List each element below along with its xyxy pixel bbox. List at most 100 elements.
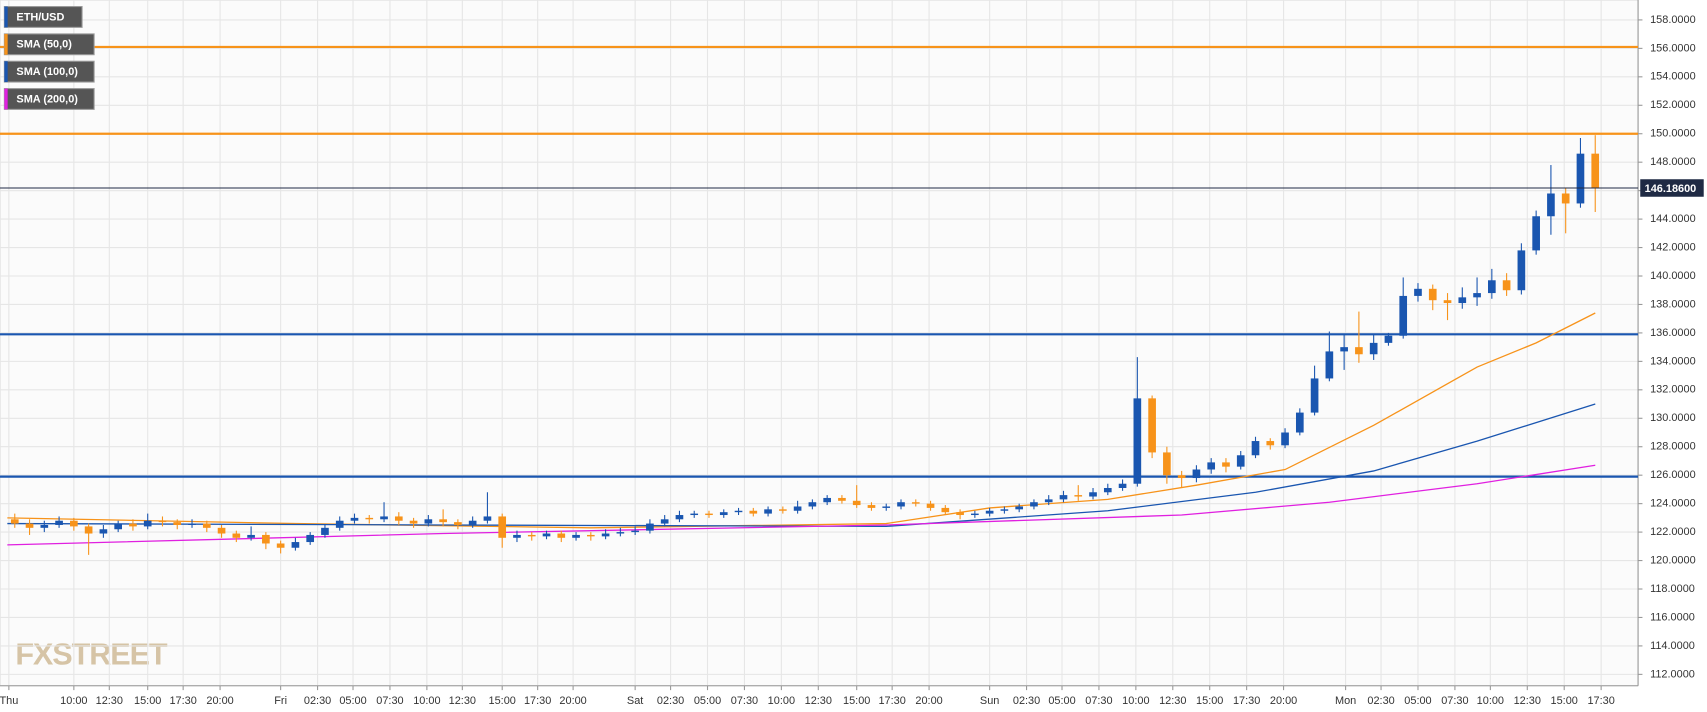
last-price-label: 146.18600 <box>1645 183 1697 195</box>
candle-body <box>10 519 19 524</box>
x-tick-label: 12:30 <box>1514 695 1541 707</box>
candle-body <box>1118 483 1127 488</box>
candle-body <box>40 524 49 528</box>
candle-body <box>1340 347 1348 352</box>
x-tick-label: 12:30 <box>449 695 476 707</box>
sma-line <box>7 464 1596 546</box>
candle-body <box>705 513 713 516</box>
candle-body <box>779 509 787 511</box>
x-tick-label: Thu <box>0 695 18 707</box>
candle-body <box>173 522 182 525</box>
candle-body <box>55 520 63 525</box>
candle-body <box>838 497 846 501</box>
candle-body <box>867 505 876 508</box>
candle-body <box>1177 475 1186 479</box>
candle-body <box>1428 288 1437 301</box>
candle-body <box>941 507 950 513</box>
candle-body <box>1414 288 1422 296</box>
y-tick-label: 114.0000 <box>1650 640 1695 652</box>
x-tick-label: 17:30 <box>169 695 196 707</box>
candle-body <box>1103 487 1112 493</box>
candle-body <box>1030 502 1038 507</box>
candle-body <box>572 534 580 538</box>
candle-body <box>335 520 344 528</box>
candle-body <box>1399 295 1408 336</box>
candle-body <box>1458 297 1467 304</box>
candle-body <box>985 510 994 514</box>
candle-body <box>1295 412 1304 433</box>
legend: ETH/USD SMA (50,0) SMA (100,0) SMA (200,0) <box>3 6 95 110</box>
legend-label: SMA (50,0) <box>16 39 72 51</box>
candle-body <box>232 533 241 538</box>
candle-body <box>1325 351 1334 379</box>
y-tick-label: 144.0000 <box>1650 213 1696 225</box>
x-tick-label: 12:30 <box>1159 695 1186 707</box>
candle-body <box>926 503 935 508</box>
y-tick-label: 140.0000 <box>1650 270 1696 282</box>
x-tick-label: Sat <box>627 695 643 707</box>
candle-body <box>1369 342 1378 355</box>
x-tick-label: 20:00 <box>915 695 942 707</box>
candle-body <box>365 517 374 520</box>
candle-body <box>188 523 196 525</box>
candle-body <box>1488 280 1496 294</box>
x-tick-label: 15:00 <box>1551 695 1578 707</box>
x-tick-label: 07:30 <box>376 695 403 707</box>
x-tick-label: 02:30 <box>1367 695 1394 707</box>
candle-body <box>498 516 507 538</box>
candle-body <box>1044 499 1053 503</box>
sma-line <box>7 312 1596 529</box>
candle-body <box>129 523 137 527</box>
x-tick-label: 12:30 <box>805 695 832 707</box>
y-tick-label: 116.0000 <box>1650 611 1695 623</box>
candle-body <box>646 523 654 531</box>
candle-body <box>631 530 639 533</box>
x-tick-label: 05:00 <box>694 695 721 707</box>
legend-label: SMA (100,0) <box>16 66 78 78</box>
candle-body <box>971 513 979 516</box>
candle-body <box>1502 280 1511 291</box>
x-tick-label: 07:30 <box>1085 695 1112 707</box>
candle-body <box>1015 506 1024 510</box>
x-tick-label: 05:00 <box>339 695 366 707</box>
candle-body <box>439 519 447 523</box>
y-tick-label: 148.0000 <box>1650 156 1696 168</box>
candle-body <box>1281 432 1289 446</box>
candle-body <box>394 516 403 521</box>
y-tick-label: 142.0000 <box>1650 241 1696 253</box>
candle-body <box>424 519 433 524</box>
x-tick-label: 05:00 <box>1048 695 1075 707</box>
candle-body <box>468 520 477 525</box>
y-tick-label: 156.0000 <box>1650 42 1696 54</box>
candle-body <box>956 512 964 516</box>
candle-body <box>1059 495 1068 500</box>
candle-body <box>1443 300 1452 304</box>
candle-body <box>1576 153 1585 204</box>
legend-swatch <box>4 33 8 55</box>
candle-body <box>808 502 817 507</box>
candle-body <box>1133 398 1142 484</box>
candle-body <box>586 534 595 537</box>
x-tick-label: 02:30 <box>304 695 331 707</box>
candle-body <box>1192 469 1201 479</box>
candle-body <box>1148 398 1156 453</box>
x-tick-label: 20:00 <box>1270 695 1297 707</box>
candle-body <box>1074 495 1083 497</box>
candle-body <box>542 533 551 537</box>
candle-body <box>158 520 167 523</box>
y-tick-label: 126.0000 <box>1650 469 1696 481</box>
candle-body <box>1222 462 1230 467</box>
y-tick-label: 158.0000 <box>1650 14 1696 26</box>
candle-body <box>380 516 388 520</box>
x-tick-label: 17:30 <box>878 695 905 707</box>
y-tick-label: 112.0000 <box>1650 668 1695 680</box>
x-tick-label: 20:00 <box>559 695 586 707</box>
candle-body <box>321 527 329 535</box>
candle-body <box>291 542 300 548</box>
x-tick-label: 05:00 <box>1404 695 1431 707</box>
x-tick-label: 07:30 <box>1441 695 1468 707</box>
candle-body <box>1561 193 1570 204</box>
y-tick-label: 124.0000 <box>1650 498 1696 510</box>
candle-body <box>70 520 78 527</box>
candle-body <box>675 515 684 520</box>
